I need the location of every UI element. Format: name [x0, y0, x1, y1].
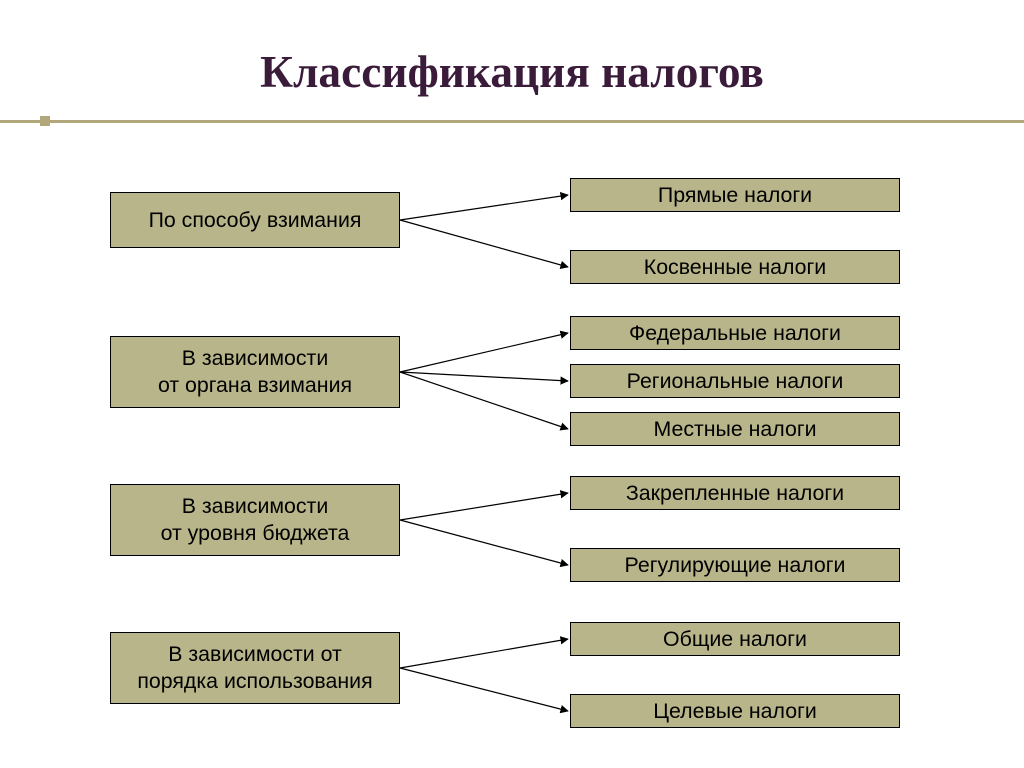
slide-title: Классификация налогов [0, 46, 1024, 98]
arrow [400, 220, 568, 267]
title-underline [0, 120, 1024, 123]
item-usage-0: Общие налоги [570, 622, 900, 656]
arrow [400, 372, 568, 381]
category-organ: В зависимостиот органа взимания [110, 336, 400, 408]
item-organ-1: Региональные налоги [570, 364, 900, 398]
item-method-1: Косвенные налоги [570, 250, 900, 284]
category-usage: В зависимости отпорядка использования [110, 632, 400, 704]
item-organ-0: Федеральные налоги [570, 316, 900, 350]
item-usage-1: Целевые налоги [570, 694, 900, 728]
category-method: По способу взимания [110, 192, 400, 248]
arrow [400, 333, 568, 372]
category-budget: В зависимостиот уровня бюджета [110, 484, 400, 556]
arrow [400, 372, 568, 429]
slide: Классификация налогов По способу взимани… [0, 0, 1024, 768]
item-budget-0: Закрепленные налоги [570, 476, 900, 510]
arrow [400, 639, 568, 668]
title-underline-tick [40, 116, 50, 126]
item-organ-2: Местные налоги [570, 412, 900, 446]
arrow [400, 493, 568, 520]
arrow [400, 520, 568, 565]
arrow [400, 668, 568, 711]
arrow [400, 195, 568, 220]
item-method-0: Прямые налоги [570, 178, 900, 212]
item-budget-1: Регулирующие налоги [570, 548, 900, 582]
